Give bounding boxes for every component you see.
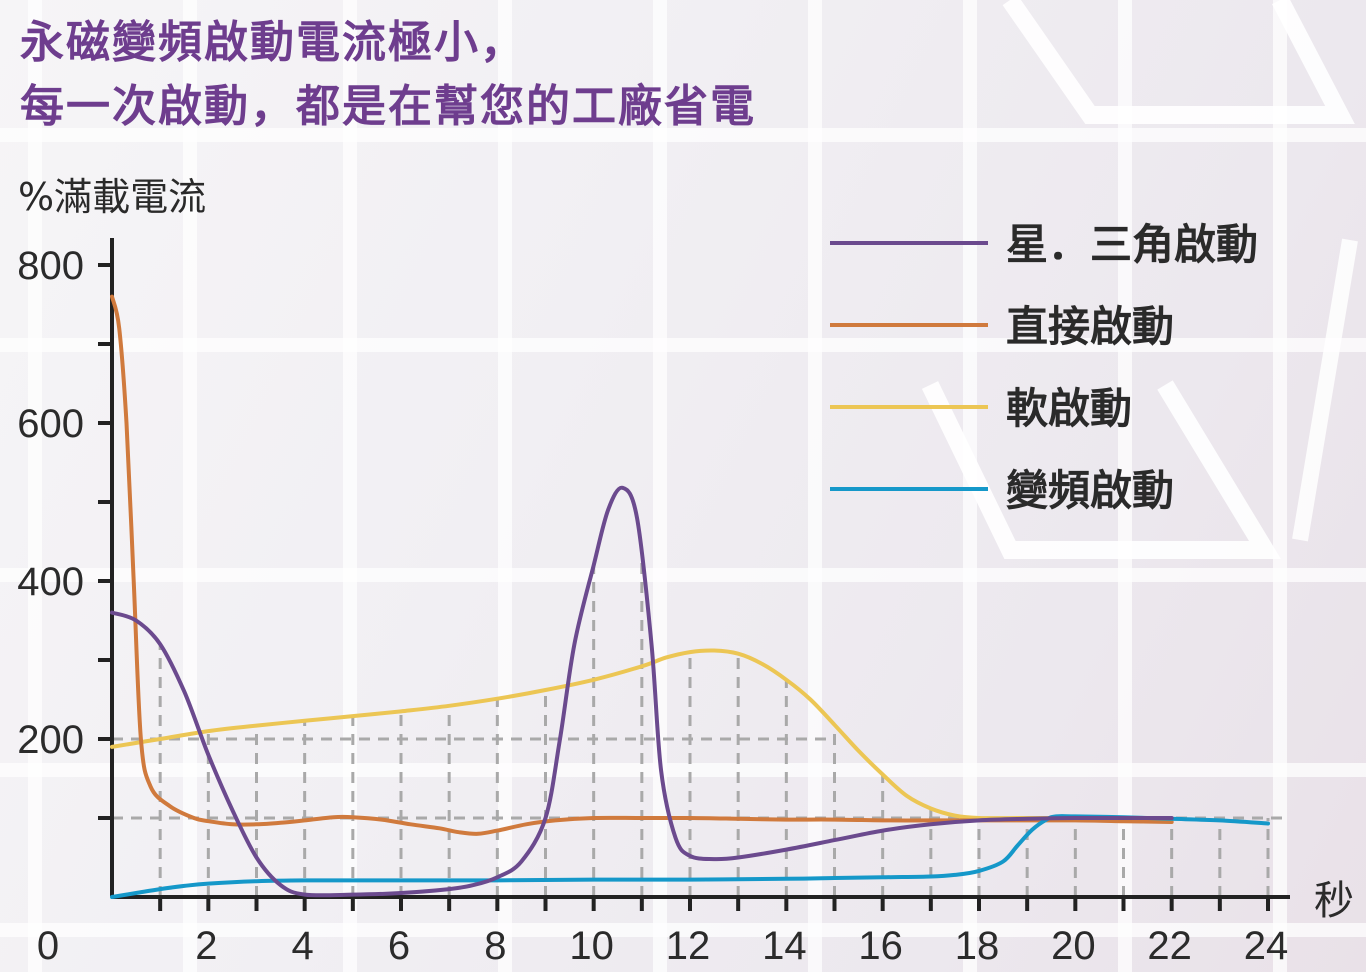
legend-item-direct: 直接啟動 [830, 302, 1174, 351]
x-tick-label: 6 [388, 924, 410, 968]
headline-line-2: 每一次啟動，都是在幫您的工廠省電 [20, 81, 756, 132]
x-tick-label: 14 [762, 924, 807, 968]
dashed-reference-grid [112, 559, 1282, 897]
legend-label: 軟啟動 [1006, 384, 1132, 433]
legend-label: 直接啟動 [1006, 302, 1174, 351]
y-tick-label: 200 [17, 718, 84, 762]
series-line-soft [110, 648, 1078, 821]
x-tick-label: 20 [1051, 924, 1096, 968]
x-tick-label: 22 [1147, 924, 1192, 968]
series-line-direct [110, 294, 1174, 836]
x-tick-label: 8 [484, 924, 506, 968]
series-line-star-delta [110, 485, 1174, 898]
x-tick-label: 24 [1244, 924, 1289, 968]
legend-item-star-delta: 星．三角啟動 [830, 220, 1258, 269]
legend-label: 變頻啟動 [1006, 466, 1174, 515]
legend-label: 星．三角啟動 [1006, 220, 1258, 269]
y-tick-label: 600 [17, 402, 84, 446]
y-axis-title: %滿載電流 [18, 175, 207, 219]
legend-item-soft: 軟啟動 [830, 384, 1132, 433]
x-tick-label: 12 [666, 924, 711, 968]
x-tick-label: 2 [195, 924, 217, 968]
x-tick-label: 4 [292, 924, 314, 968]
bg-deco-shape [1002, 0, 1355, 124]
x-tick-label: 10 [569, 924, 614, 968]
legend-item-vfd: 變頻啟動 [830, 466, 1174, 515]
headline-line-1: 永磁變頻啟動電流極小， [20, 17, 526, 68]
y-tick-label: 800 [17, 244, 84, 288]
bg-deco-shape [921, 380, 1281, 559]
y-tick-label: 400 [17, 560, 84, 604]
x-tick-label: 16 [858, 924, 903, 968]
origin-label: 0 [37, 924, 59, 968]
x-axis-unit-label: 秒 [1314, 879, 1354, 923]
x-tick-label: 18 [955, 924, 1000, 968]
bg-deco-shape [1292, 238, 1358, 542]
